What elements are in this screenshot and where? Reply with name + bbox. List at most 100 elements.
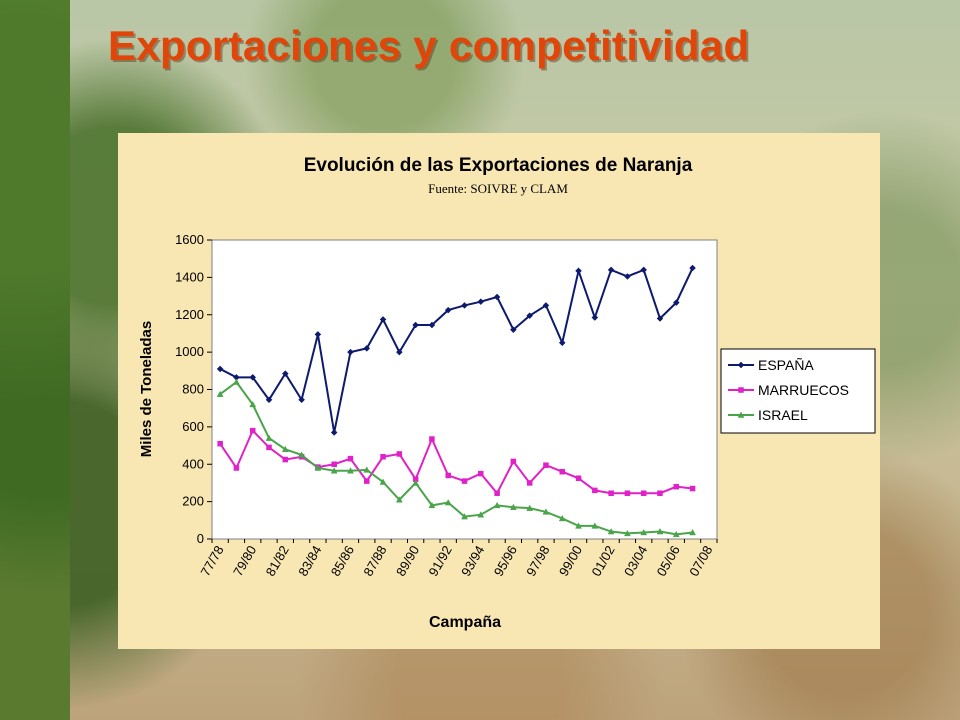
x-tick-label: 05/06 (654, 543, 683, 579)
data-point-marruecos (266, 444, 272, 451)
x-tick-label: 01/02 (588, 543, 617, 579)
y-tick-label: 1000 (175, 344, 204, 359)
chart-title: Evolución de las Exportaciones de Naranj… (304, 155, 693, 176)
y-tick-label: 1400 (175, 269, 204, 284)
data-point-espana (461, 302, 468, 309)
data-point-espana (591, 314, 599, 321)
data-point-espana (477, 298, 485, 306)
data-point-espana (265, 396, 273, 404)
data-point-espana (624, 273, 631, 280)
legend-item-israel: ISRAEL (728, 407, 808, 423)
data-point-israel (607, 528, 615, 535)
data-point-marruecos (559, 468, 565, 475)
data-point-marruecos (494, 490, 500, 496)
data-point-israel (623, 529, 631, 537)
data-point-espana (510, 326, 517, 334)
x-tick-label: 81/82 (263, 543, 292, 579)
data-point-espana (558, 339, 566, 347)
data-point-marruecos (364, 478, 370, 484)
data-point-marruecos (282, 456, 289, 463)
data-point-marruecos (608, 490, 614, 496)
x-tick-label: 97/98 (523, 543, 552, 579)
data-point-marruecos (396, 451, 403, 457)
data-point-israel (656, 528, 664, 535)
data-point-israel (493, 501, 501, 509)
legend-item-espana: ESPAÑA (728, 357, 814, 373)
data-point-israel (265, 434, 273, 441)
data-point-israel (314, 464, 322, 471)
data-point-espana (575, 267, 582, 275)
legend-box (720, 348, 876, 434)
legend-label: ESPAÑA (758, 357, 814, 373)
y-tick-label: 0 (197, 531, 204, 546)
data-point-marruecos (543, 462, 549, 468)
y-tick-label: 1200 (175, 307, 204, 322)
data-point-marruecos (380, 454, 386, 460)
y-tick-label: 1600 (175, 232, 204, 247)
data-point-espana (493, 293, 501, 301)
data-point-israel (298, 451, 306, 458)
x-axis: 77/78 79/80 81/82 83/84 85/86 87/88 89/90 91/92… (197, 539, 718, 579)
data-point-espana (672, 299, 680, 306)
legend-item-marruecos: MARRUECOS (728, 382, 849, 398)
data-point-marruecos (673, 483, 680, 490)
data-point-espana (640, 266, 648, 274)
legend-label: ISRAEL (758, 407, 808, 423)
x-tick-label: 89/90 (393, 543, 422, 579)
data-point-israel (689, 528, 696, 536)
x-tick-label: 79/80 (230, 543, 259, 579)
y-tick-label: 400 (182, 456, 204, 471)
data-point-israel (395, 496, 403, 503)
x-tick-label: 99/00 (556, 543, 585, 579)
series-line-espana (219, 267, 694, 433)
data-point-marruecos (657, 490, 663, 496)
x-tick-label: 03/04 (621, 543, 650, 579)
data-point-israel (461, 513, 468, 520)
legend-marker (737, 361, 745, 369)
data-point-marruecos (445, 472, 451, 479)
background-foliage (0, 0, 70, 720)
data-point-israel (477, 511, 485, 518)
data-point-israel (640, 528, 648, 536)
series-espana (216, 264, 696, 436)
y-axis: 0 200 400 600 800 1000 1200 1400 1600 (175, 232, 212, 546)
series-layer (216, 264, 696, 538)
data-point-espana (526, 312, 534, 320)
data-point-espana (216, 365, 224, 373)
x-tick-label: 93/94 (458, 543, 487, 579)
data-point-espana (607, 266, 615, 274)
data-point-marruecos (233, 465, 240, 471)
legend-marker (738, 387, 744, 393)
page-title: Exportaciones y competitividad (108, 22, 750, 69)
data-point-espana (363, 345, 371, 352)
x-tick-label: 77/78 (197, 543, 226, 579)
data-point-marruecos (526, 480, 533, 486)
data-point-espana (428, 321, 436, 329)
data-point-israel (249, 400, 257, 408)
series-line-israel (219, 380, 693, 536)
data-point-espana (314, 331, 322, 338)
data-point-espana (542, 302, 550, 309)
series-israel (216, 378, 696, 538)
data-point-espana (395, 348, 403, 356)
data-point-espana (330, 429, 338, 436)
data-point-marruecos (347, 455, 354, 462)
y-tick-label: 200 (182, 494, 204, 509)
data-point-marruecos (592, 487, 598, 494)
x-tick-label: 83/84 (295, 543, 324, 579)
data-point-marruecos (461, 478, 468, 484)
line-chart: Evolución de las Exportaciones de Naranj… (138, 155, 876, 631)
data-point-marruecos (429, 436, 435, 442)
data-point-espana (689, 264, 696, 272)
y-tick-label: 800 (182, 382, 204, 397)
data-point-israel (591, 522, 599, 529)
data-point-espana (444, 306, 452, 314)
data-point-espana (656, 315, 664, 322)
data-point-espana (281, 370, 289, 377)
legend: ESPAÑA MARRUECOS ISRAEL (720, 348, 876, 434)
data-point-espana (412, 321, 419, 329)
data-point-israel (379, 478, 387, 485)
data-point-marruecos (478, 470, 484, 477)
legend-label: MARRUECOS (758, 382, 849, 398)
data-point-israel (428, 501, 436, 509)
